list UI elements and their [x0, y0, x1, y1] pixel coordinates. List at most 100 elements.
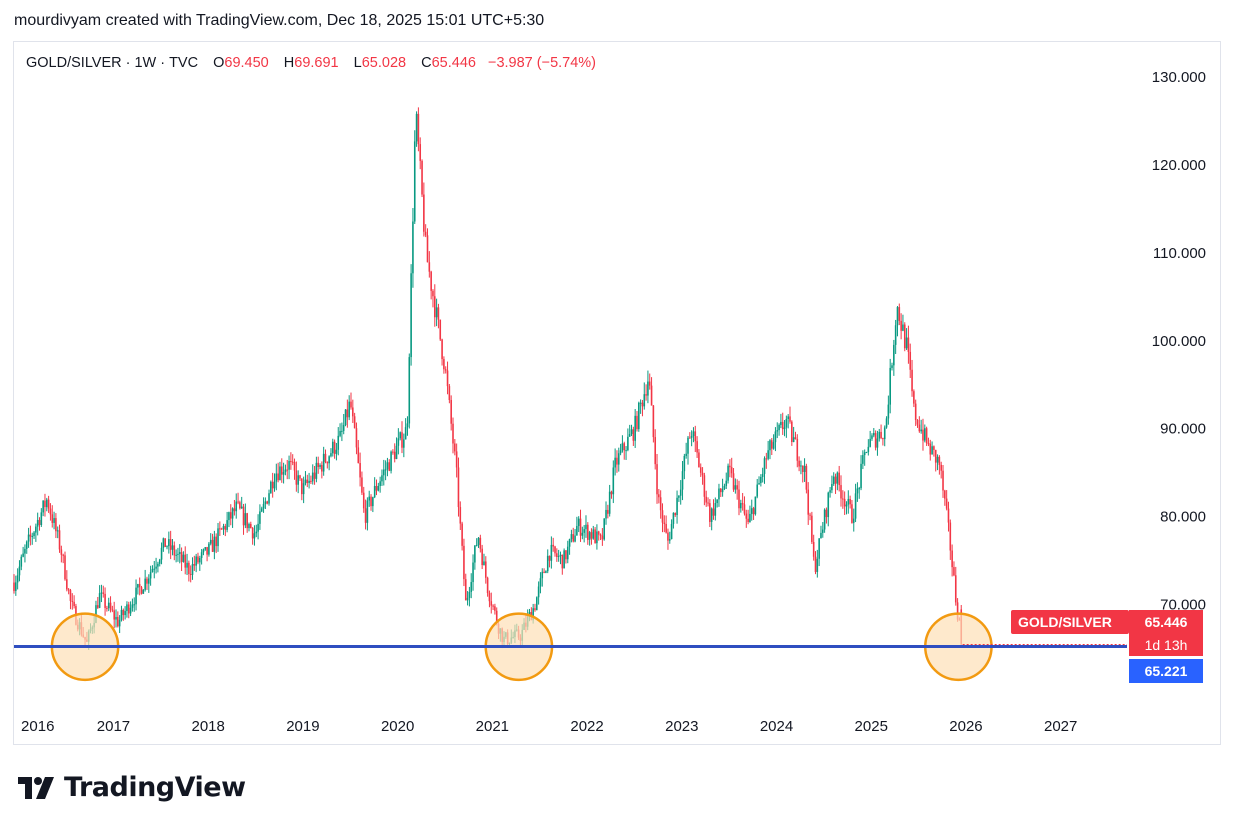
candle-body: [437, 307, 440, 320]
candle-body: [922, 429, 924, 441]
candle-body: [534, 608, 536, 611]
candle-body: [832, 476, 835, 485]
candle-body: [536, 597, 538, 611]
candle-body: [743, 504, 746, 514]
candle-body: [220, 528, 223, 530]
candle-body: [457, 467, 460, 508]
candle-body: [439, 319, 442, 340]
candle-body: [570, 534, 573, 540]
candle-body: [73, 601, 75, 607]
candle-body: [115, 616, 117, 620]
candle-body: [954, 575, 957, 603]
candle-body: [630, 429, 633, 434]
candle-body: [741, 503, 744, 505]
high-value: 69.691: [294, 55, 339, 71]
candle-body: [56, 530, 59, 532]
candle-body: [483, 561, 485, 566]
candle-body: [605, 509, 607, 519]
candle-body: [814, 556, 817, 572]
candle-body: [193, 563, 196, 566]
close-value: 65.446: [431, 55, 476, 71]
high-label: H: [283, 55, 295, 71]
candle-body: [233, 508, 236, 512]
candle-body: [792, 437, 795, 442]
candle-body: [740, 503, 742, 509]
candle-body: [58, 530, 61, 550]
candle-body: [169, 539, 172, 550]
candle-body: [259, 511, 261, 524]
candle-body: [270, 481, 272, 494]
candle-body: [200, 552, 203, 559]
y-tick-label: 80.000: [1160, 509, 1206, 526]
candle-body: [856, 488, 859, 494]
candle-body: [812, 541, 815, 557]
candle-body: [843, 498, 846, 507]
candle-body: [311, 472, 314, 482]
candle-body: [149, 572, 152, 579]
candle-body: [699, 467, 702, 473]
candle-body: [390, 451, 392, 471]
candle-body: [64, 555, 66, 580]
candle-body: [257, 523, 259, 532]
time-axis: 2016 2017 2018 2019 2020 2021 2022 2023 2024 2025…: [21, 718, 1077, 735]
candle-body: [770, 440, 773, 449]
candle-body: [577, 518, 580, 527]
candle-body: [563, 550, 565, 569]
candle-body: [617, 453, 620, 465]
candle-body: [627, 436, 629, 451]
candle-body: [628, 433, 631, 437]
candle-body: [44, 500, 46, 508]
candle-body: [916, 419, 919, 425]
candle-body: [767, 450, 769, 459]
candle-body: [650, 385, 653, 406]
candle-body: [25, 541, 28, 549]
candle-body: [872, 433, 875, 436]
candle-body: [887, 404, 890, 419]
candle-body: [647, 381, 649, 396]
chart-frame[interactable]: [13, 41, 1221, 745]
candle-body: [353, 416, 356, 429]
candle-body: [718, 488, 720, 500]
candle-body: [423, 194, 425, 232]
candle-body: [947, 508, 950, 523]
candle-body: [940, 464, 942, 471]
candle-body: [863, 452, 866, 456]
candle-body: [260, 508, 263, 512]
candle-body: [472, 562, 474, 583]
candle-body: [791, 421, 793, 442]
candle-body: [228, 512, 230, 521]
candle-body: [362, 492, 365, 509]
candle-body: [264, 501, 267, 504]
candle-body: [109, 602, 112, 610]
x-tick-label: 2016: [21, 718, 54, 735]
candle-body: [732, 473, 735, 490]
candle-body: [687, 437, 689, 454]
candle-body: [206, 547, 208, 555]
candle-body: [574, 535, 576, 542]
candle-body: [816, 558, 819, 572]
candle-body: [224, 526, 227, 530]
candle-body: [776, 430, 779, 432]
candle-body: [953, 567, 955, 576]
candle-body: [585, 524, 587, 530]
candle-body: [355, 428, 358, 448]
candle-body: [231, 508, 234, 519]
symbol-legend[interactable]: GOLD/SILVER · 1W · TVC O69.450 H69.691 L65.0…: [26, 55, 597, 71]
candle-body: [789, 416, 791, 422]
candle-body: [685, 453, 687, 456]
candle-body: [290, 461, 292, 463]
candle-body: [71, 600, 74, 602]
candle-body: [927, 443, 930, 445]
candle-body: [765, 458, 768, 460]
candle-body: [177, 553, 179, 555]
candle-body: [566, 546, 569, 560]
candle-body: [186, 562, 188, 568]
tradingview-logo[interactable]: TradingView: [18, 772, 246, 803]
candle-body: [587, 524, 589, 540]
candle-body: [339, 430, 341, 436]
candle-body: [561, 554, 564, 569]
candle-body: [749, 513, 751, 523]
candle-body: [180, 552, 183, 562]
candle-body: [634, 415, 636, 441]
